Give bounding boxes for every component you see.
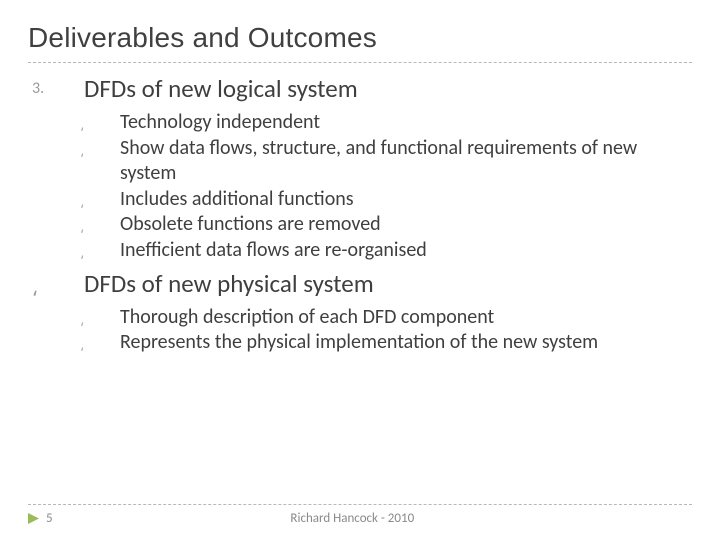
section-2: ⸲ DFDs of new physical system ⸲ Thorough… <box>32 268 692 356</box>
page-number-chip: 5 <box>28 511 53 526</box>
bullet-icon: ⸲ <box>32 212 120 236</box>
bullet-row: ⸲ Inefficient data flows are re-organise… <box>32 238 692 264</box>
page-title: Deliverables and Outcomes <box>28 22 692 54</box>
play-icon <box>28 513 39 524</box>
section-marker: ⸲ <box>32 268 84 299</box>
footer: 5 Richard Hancock - 2010 <box>0 504 720 526</box>
bullet-icon: ⸲ <box>32 110 120 134</box>
footer-divider <box>28 504 692 505</box>
bullet-row: ⸲ Technology independent <box>32 110 692 136</box>
footer-attribution: Richard Hancock - 2010 <box>53 511 652 526</box>
section-marker: 3. <box>32 73 84 98</box>
section-heading: DFDs of new logical system <box>84 73 692 104</box>
bullet-text: Show data flows, structure, and function… <box>120 136 692 187</box>
section-1: 3. DFDs of new logical system ⸲ Technolo… <box>32 73 692 264</box>
bullet-row: ⸲ Thorough description of each DFD compo… <box>32 305 692 331</box>
bullet-text: Obsolete functions are removed <box>120 212 692 238</box>
slide: Deliverables and Outcomes 3. DFDs of new… <box>0 0 720 540</box>
bullet-text: Technology independent <box>120 110 692 136</box>
bullet-text: Includes additional functions <box>120 187 692 213</box>
bullet-text: Represents the physical implementation o… <box>120 330 692 356</box>
bullet-icon: ⸲ <box>32 238 120 262</box>
bullet-row: ⸲ Represents the physical implementation… <box>32 330 692 356</box>
bullet-icon: ⸲ <box>32 136 120 160</box>
bullet-icon: ⸲ <box>32 305 120 329</box>
section-heading-row: 3. DFDs of new logical system <box>32 73 692 104</box>
bullet-icon: ⸲ <box>32 330 120 354</box>
title-divider <box>28 62 692 63</box>
footer-row: 5 Richard Hancock - 2010 <box>28 511 692 526</box>
bullet-row: ⸲ Obsolete functions are removed <box>32 212 692 238</box>
bullet-row: ⸲ Includes additional functions <box>32 187 692 213</box>
content-area: 3. DFDs of new logical system ⸲ Technolo… <box>28 73 692 356</box>
page-number: 5 <box>46 511 53 526</box>
bullet-icon: ⸲ <box>32 187 120 211</box>
section-heading-row: ⸲ DFDs of new physical system <box>32 268 692 299</box>
bullet-text: Inefficient data flows are re-organised <box>120 238 692 264</box>
bullet-row: ⸲ Show data flows, structure, and functi… <box>32 136 692 187</box>
section-heading: DFDs of new physical system <box>84 268 692 299</box>
bullet-text: Thorough description of each DFD compone… <box>120 305 692 331</box>
